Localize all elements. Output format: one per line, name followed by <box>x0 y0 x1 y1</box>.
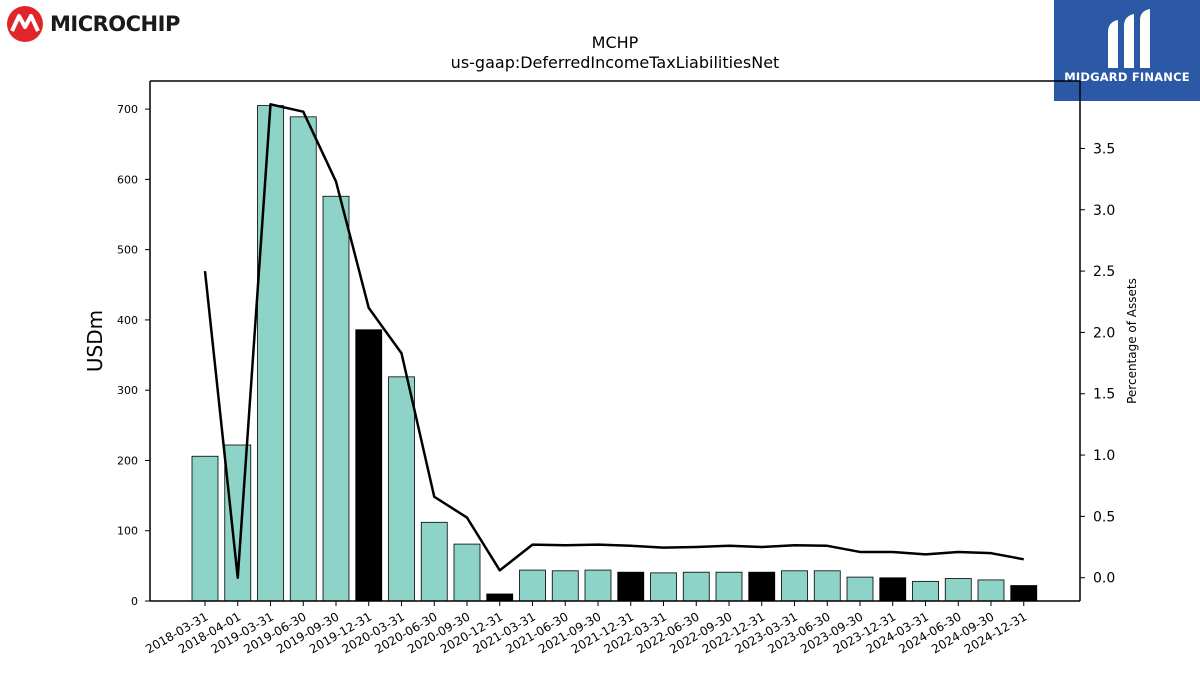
y-tick-label-600: 600 <box>117 173 138 186</box>
bar-2024-09-30 <box>977 579 1005 602</box>
bar-2018-03-31 <box>191 455 219 602</box>
bar-2021-09-30 <box>584 569 612 602</box>
bar-2020-09-30 <box>453 543 481 602</box>
bar-2022-06-30 <box>682 571 710 602</box>
y-axis-label: USDm <box>83 310 107 372</box>
bar-2023-09-30 <box>846 576 874 602</box>
bar-2024-12-31 <box>1010 585 1038 602</box>
bar-2019-06-30 <box>289 116 317 602</box>
bar-2021-03-31 <box>519 569 546 602</box>
midgard-logo-icon <box>1108 9 1150 68</box>
y2-tick-label-2.5: 2.5 <box>1093 264 1115 280</box>
bar-2024-06-30 <box>944 578 972 602</box>
y2-tick-label-0: 0.0 <box>1093 571 1115 587</box>
bar-2019-03-31 <box>257 105 284 602</box>
midgard-finance-logo-text: MIDGARD FINANCE <box>1064 70 1190 84</box>
y-tick-label-500: 500 <box>117 244 138 257</box>
y2-tick-label-3: 3.0 <box>1093 203 1115 219</box>
y-tick-label-300: 300 <box>117 384 138 397</box>
bar-2022-03-31 <box>650 572 677 602</box>
bar-2020-06-30 <box>420 521 448 602</box>
y2-axis-label: Percentage of Assets <box>1125 278 1139 404</box>
bar-2021-06-30 <box>551 570 579 602</box>
chart-title: MCHP <box>591 33 639 52</box>
bar-2019-12-31 <box>355 329 383 602</box>
y2-tick-label-1: 1.0 <box>1093 448 1115 464</box>
y2-tick-label-1.5: 1.5 <box>1093 387 1115 403</box>
bar-2020-12-31 <box>486 593 514 602</box>
bar-2023-03-31 <box>781 570 808 602</box>
midgard-finance-logo: MIDGARD FINANCE <box>1054 0 1200 101</box>
bar-2022-12-31 <box>748 571 776 602</box>
y-tick-label-700: 700 <box>117 103 138 116</box>
y-tick-label-100: 100 <box>117 525 138 538</box>
y-tick-label-0: 0 <box>131 595 138 608</box>
bar-2023-06-30 <box>813 570 841 602</box>
y-tick-label-400: 400 <box>117 314 138 327</box>
y2-tick-label-2: 2.0 <box>1093 325 1115 341</box>
bar-2024-03-31 <box>912 580 939 602</box>
chart-subtitle: us-gaap:DeferredIncomeTaxLiabilitiesNet <box>450 53 780 72</box>
y2-tick-label-3.5: 3.5 <box>1093 141 1115 157</box>
y-tick-label-200: 200 <box>117 454 138 467</box>
microchip-logo-text: MICROCHIP <box>50 12 180 36</box>
microchip-logo: MICROCHIP <box>6 5 206 43</box>
microchip-logo-icon <box>7 6 43 42</box>
bar-2020-03-31 <box>388 376 415 602</box>
bar-2019-09-30 <box>322 195 350 602</box>
bar-2023-12-31 <box>879 577 907 602</box>
y2-tick-label-0.5: 0.5 <box>1093 509 1115 525</box>
bar-2022-09-30 <box>715 571 743 602</box>
bar-2021-12-31 <box>617 571 645 602</box>
percentage-of-assets-line <box>203 103 1024 579</box>
